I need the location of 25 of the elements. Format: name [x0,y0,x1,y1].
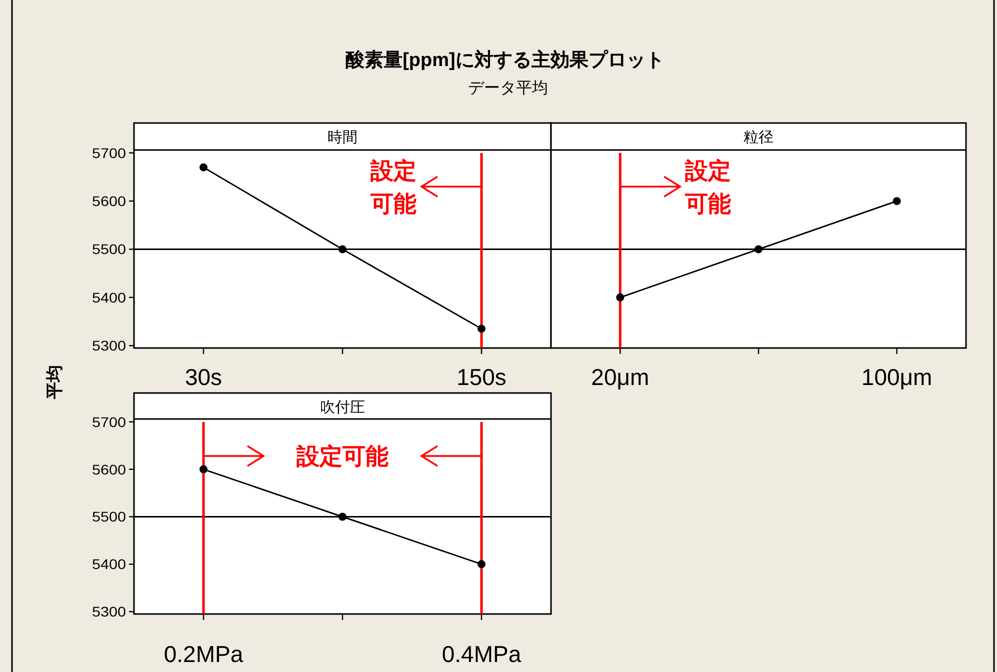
x-tick-label: 20μm [591,364,650,390]
chart-title: 吹付圧 [320,399,365,416]
text: データ平均 [468,80,548,97]
y-tick-label: 5700 [92,144,126,161]
y-tick-label: 5500 [92,241,126,258]
x-tick-label: 30s [184,364,222,390]
x-tick-label: 150s [456,364,506,390]
x-tick-label: 100μm [861,364,932,390]
text: 酸素量[ppm]に対する主効果プロット [346,49,664,71]
y-tick-label: 5700 [92,414,126,430]
annotation: 設定可能 [370,158,416,217]
x-tick-label: 0.4MPa [442,641,522,667]
text: 平均 [45,365,64,400]
y-tick-label: 5400 [92,556,126,572]
annotation: 設定可能 [296,443,388,469]
y-tick-label: 5300 [92,604,126,620]
y-tick-label: 5500 [92,508,126,525]
chart-title: 粒径 [744,129,774,146]
x-tick-label: 0.2MPa [164,641,244,667]
y-tick-label: 5300 [92,338,126,354]
y-tick-label: 5400 [92,289,126,306]
y-tick-label: 5600 [92,193,126,210]
y-tick-label: 5600 [92,461,126,478]
chart-title: 時間 [328,129,358,146]
annotation: 設定可能 [684,158,732,217]
